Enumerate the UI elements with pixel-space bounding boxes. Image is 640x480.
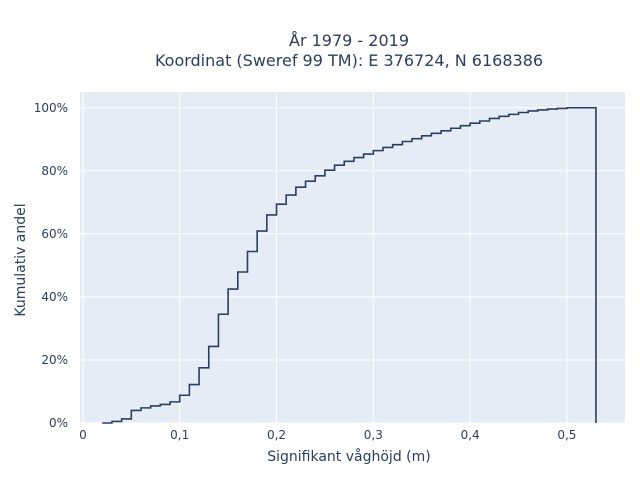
chart-title-line-2: Koordinat (Sweref 99 TM): E 376724, N 61… [155, 51, 543, 70]
y-tick-label: 40% [41, 290, 68, 304]
chart-title: År 1979 - 2019 Koordinat (Sweref 99 TM):… [155, 31, 543, 70]
x-tick-label: 0,5 [557, 428, 576, 442]
chart-title-line-1: År 1979 - 2019 [289, 31, 409, 50]
y-axis-title: Kumulativ andel [13, 203, 29, 316]
x-tick-label: 0 [79, 428, 87, 442]
plot-area [80, 92, 625, 423]
y-axis-ticks: 0% 20% 40% 60% 80% 100% [34, 101, 68, 430]
grid [80, 92, 625, 424]
y-tick-label: 20% [41, 353, 68, 367]
y-tick-label: 80% [41, 164, 68, 178]
y-tick-label: 0% [49, 416, 68, 430]
y-tick-label: 100% [34, 101, 68, 115]
x-tick-label: 0,1 [170, 428, 189, 442]
x-tick-label: 0,4 [461, 428, 480, 442]
x-axis-ticks: 0 0,1 0,2 0,3 0,4 0,5 [79, 428, 576, 442]
x-tick-label: 0,2 [267, 428, 286, 442]
series-line-0 [102, 106, 597, 424]
x-axis-title: Signifikant våghöjd (m) [267, 448, 430, 465]
y-tick-label: 60% [41, 227, 68, 241]
x-tick-label: 0,3 [364, 428, 383, 442]
series-layer [102, 106, 597, 424]
